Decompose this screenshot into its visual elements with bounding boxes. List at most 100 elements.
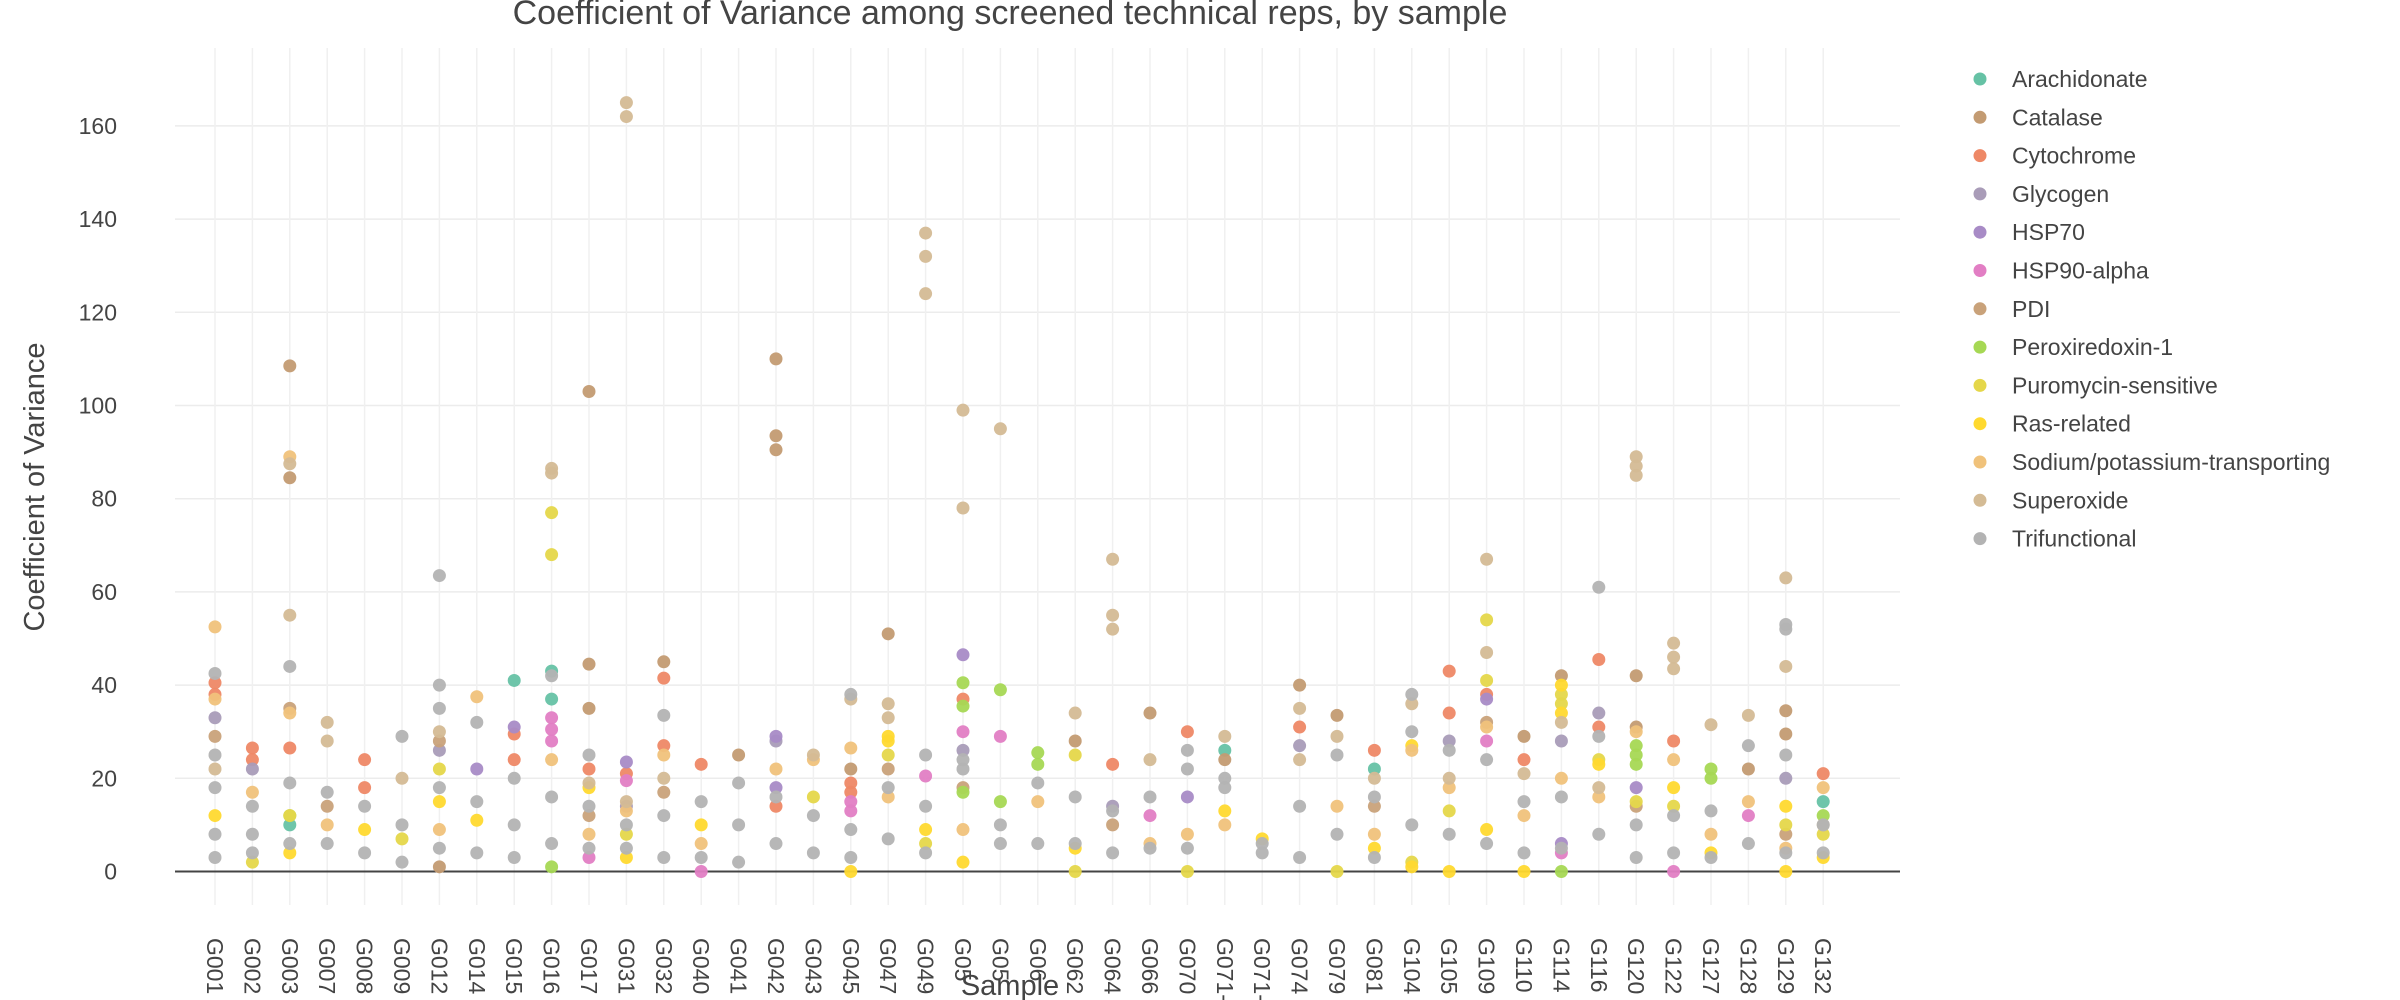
data-point-cytochrome: [1592, 652, 1606, 666]
data-point-superoxide: [1367, 771, 1381, 785]
legend-item[interactable]: Superoxide: [1973, 487, 2129, 513]
legend-item[interactable]: Catalase: [1973, 104, 2103, 130]
data-point-sodium-potassium-transporting: [208, 692, 222, 706]
legend-item[interactable]: HSP90-alpha: [1973, 258, 2150, 284]
data-point-superoxide: [1106, 622, 1120, 636]
data-point-trifunctional: [358, 846, 372, 860]
data-point-puromycin-sensitive: [881, 748, 895, 762]
data-point-peroxiredoxin-1: [1704, 762, 1718, 776]
data-point-trifunctional: [1517, 795, 1531, 809]
data-point-trifunctional: [470, 846, 484, 860]
data-point-trifunctional: [1779, 748, 1793, 762]
legend-item[interactable]: PDI: [1973, 296, 2051, 322]
data-point-catalase: [582, 657, 596, 671]
data-point-superoxide: [881, 711, 895, 725]
legend-item[interactable]: Trifunctional: [1973, 526, 2137, 552]
data-point-superoxide: [545, 466, 559, 480]
category-gridlines: [214, 48, 1824, 905]
data-point-puromycin-sensitive: [1180, 865, 1194, 878]
y-tick-label: 100: [79, 393, 117, 419]
data-point-trifunctional: [1442, 827, 1456, 841]
data-point-pdi: [1106, 818, 1120, 832]
data-point-trifunctional: [1480, 753, 1494, 767]
data-point-peroxiredoxin-1: [1629, 739, 1643, 753]
data-point-catalase: [1779, 727, 1793, 741]
data-point-superoxide: [432, 725, 446, 739]
data-point-glycogen: [432, 743, 446, 757]
data-point-superoxide: [881, 697, 895, 711]
legend-item[interactable]: Ras-related: [1973, 411, 2131, 437]
legend-marker: [1973, 378, 1987, 392]
legend-item[interactable]: Arachidonate: [1973, 66, 2148, 92]
data-point-trifunctional: [993, 837, 1007, 851]
data-point-cytochrome: [507, 753, 521, 767]
data-point-trifunctional: [1592, 580, 1606, 594]
legend-item[interactable]: Cytochrome: [1973, 143, 2136, 169]
data-point-trifunctional: [582, 799, 596, 813]
x-tick-label: G017: [576, 938, 602, 994]
legend-label: Glycogen: [2012, 181, 2109, 207]
data-point-puromycin-sensitive: [1480, 613, 1494, 627]
data-point-hsp70: [956, 648, 970, 662]
data-point-superoxide: [1704, 718, 1718, 732]
data-point-superoxide: [919, 249, 933, 263]
data-point-cytochrome: [657, 671, 671, 685]
data-point-trifunctional: [1405, 725, 1419, 739]
legend-item[interactable]: Peroxiredoxin-1: [1973, 334, 2174, 360]
x-tick-label: G003: [277, 938, 303, 994]
x-tick-label: G007: [314, 938, 340, 994]
data-point-superoxide: [1779, 571, 1793, 585]
data-point-trifunctional: [1293, 851, 1307, 865]
data-point-hsp90-alpha: [1741, 809, 1755, 823]
data-point-ras-related: [956, 855, 970, 869]
data-point-cytochrome: [582, 762, 596, 776]
legend-item[interactable]: Puromycin-sensitive: [1973, 372, 2218, 398]
data-point-trifunctional: [1779, 846, 1793, 860]
data-point-trifunctional: [1367, 790, 1381, 804]
x-tick-label: G114: [1548, 938, 1574, 993]
data-point-trifunctional: [1180, 743, 1194, 757]
data-point-superoxide: [1106, 608, 1120, 622]
data-point-superoxide: [1218, 729, 1232, 743]
data-point-cytochrome: [1517, 753, 1531, 767]
data-point-catalase: [769, 443, 783, 457]
data-point-trifunctional: [1554, 841, 1568, 855]
x-tick-label: G015: [501, 938, 527, 994]
data-point-trifunctional: [1293, 799, 1307, 813]
legend-marker: [1973, 149, 1987, 163]
data-point-trifunctional: [470, 795, 484, 809]
data-point-peroxiredoxin-1: [1031, 746, 1045, 760]
data-point-pdi: [1367, 799, 1381, 813]
data-point-sodium-potassium-transporting: [1629, 725, 1643, 739]
data-point-cytochrome: [283, 741, 297, 755]
legend-item[interactable]: Sodium/potassium-transporting: [1973, 449, 2331, 475]
legend-label: Cytochrome: [2012, 143, 2136, 169]
data-point-catalase: [582, 385, 596, 399]
x-tick-label: G066: [1137, 938, 1163, 994]
data-point-trifunctional: [1255, 837, 1269, 851]
data-point-cytochrome: [844, 785, 858, 799]
x-axis-title: Sample: [961, 970, 1059, 1000]
data-point-cytochrome: [358, 753, 372, 767]
data-point-superoxide: [1517, 767, 1531, 781]
legend-item[interactable]: Glycogen: [1973, 181, 2110, 207]
data-point-trifunctional: [1704, 851, 1718, 865]
data-point-hsp90-alpha: [956, 725, 970, 739]
data-point-superoxide: [1741, 708, 1755, 722]
x-tick-label: G001: [202, 938, 228, 994]
data-point-peroxiredoxin-1: [993, 795, 1007, 809]
y-tick-label: 0: [104, 859, 117, 885]
data-point-puromycin-sensitive: [1554, 697, 1568, 711]
data-point-peroxiredoxin-1: [545, 860, 559, 874]
data-point-trifunctional: [395, 729, 409, 743]
data-point-sodium-potassium-transporting: [1330, 799, 1344, 813]
data-point-trifunctional: [320, 837, 334, 851]
data-point-trifunctional: [545, 790, 559, 804]
data-point-sodium-potassium-transporting: [1741, 795, 1755, 809]
data-point-trifunctional: [1405, 687, 1419, 701]
data-point-trifunctional: [1330, 748, 1344, 762]
legend-item[interactable]: HSP70: [1973, 219, 2085, 245]
data-point-trifunctional: [1779, 622, 1793, 636]
data-point-ras-related: [619, 851, 633, 865]
data-point-sodium-potassium-transporting: [619, 804, 633, 818]
